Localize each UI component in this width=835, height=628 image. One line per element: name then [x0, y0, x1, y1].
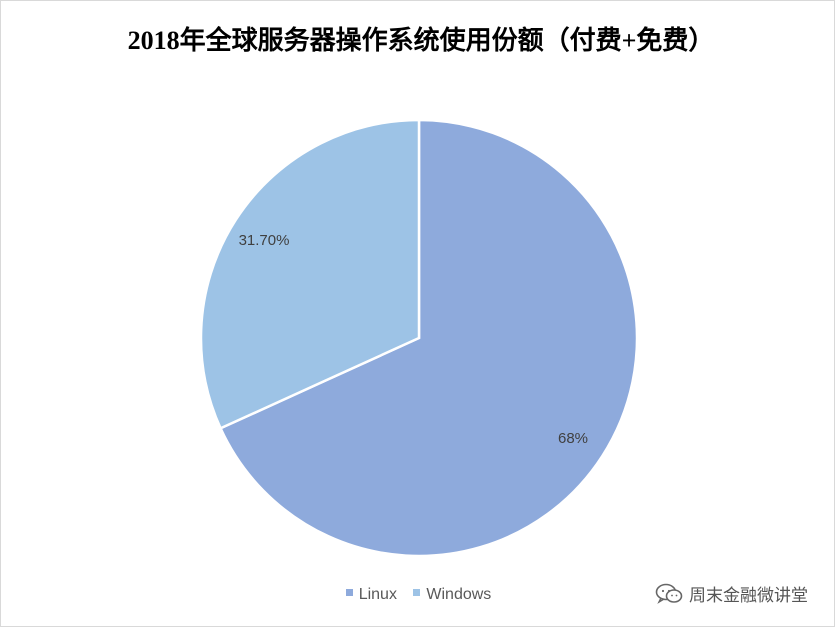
data-label-windows: 31.70%: [239, 232, 290, 249]
pie-slice-windows: [199, 118, 421, 430]
legend-item-linux: Linux: [345, 586, 397, 604]
pie-slice-linux: [218, 118, 639, 558]
chart-title: 2018年全球服务器操作系统使用份额（付费+免费）: [127, 26, 715, 55]
legend: Linux Windows: [1, 586, 835, 604]
legend-swatch-linux: [345, 589, 353, 597]
wechat-icon: [655, 583, 683, 604]
legend-swatch-windows: [413, 589, 421, 597]
legend-item-windows: Windows: [413, 586, 491, 604]
data-label-linux: 68%: [558, 430, 588, 447]
watermark-text: 周末金融微讲堂: [689, 586, 808, 606]
legend-label-linux: Linux: [358, 586, 397, 603]
watermark: 周末金融微讲堂: [655, 581, 808, 606]
legend-label-windows: Windows: [426, 586, 492, 603]
